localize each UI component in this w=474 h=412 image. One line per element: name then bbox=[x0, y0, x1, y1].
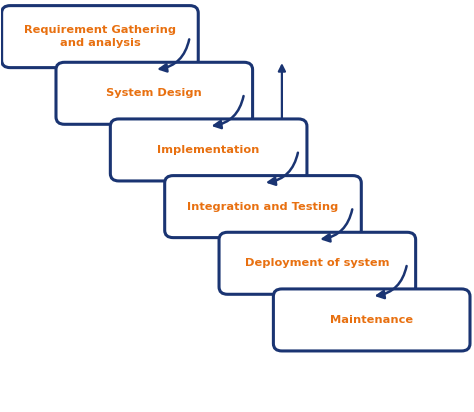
FancyBboxPatch shape bbox=[273, 289, 470, 351]
Text: Implementation: Implementation bbox=[157, 145, 260, 155]
FancyBboxPatch shape bbox=[56, 62, 253, 124]
FancyBboxPatch shape bbox=[219, 232, 416, 294]
FancyBboxPatch shape bbox=[110, 119, 307, 181]
Text: Requirement Gathering
and analysis: Requirement Gathering and analysis bbox=[24, 26, 176, 48]
Text: Integration and Testing: Integration and Testing bbox=[187, 201, 338, 212]
Text: System Design: System Design bbox=[107, 88, 202, 98]
FancyBboxPatch shape bbox=[1, 6, 198, 68]
Text: Maintenance: Maintenance bbox=[330, 315, 413, 325]
Text: Deployment of system: Deployment of system bbox=[245, 258, 390, 268]
FancyBboxPatch shape bbox=[164, 176, 361, 238]
